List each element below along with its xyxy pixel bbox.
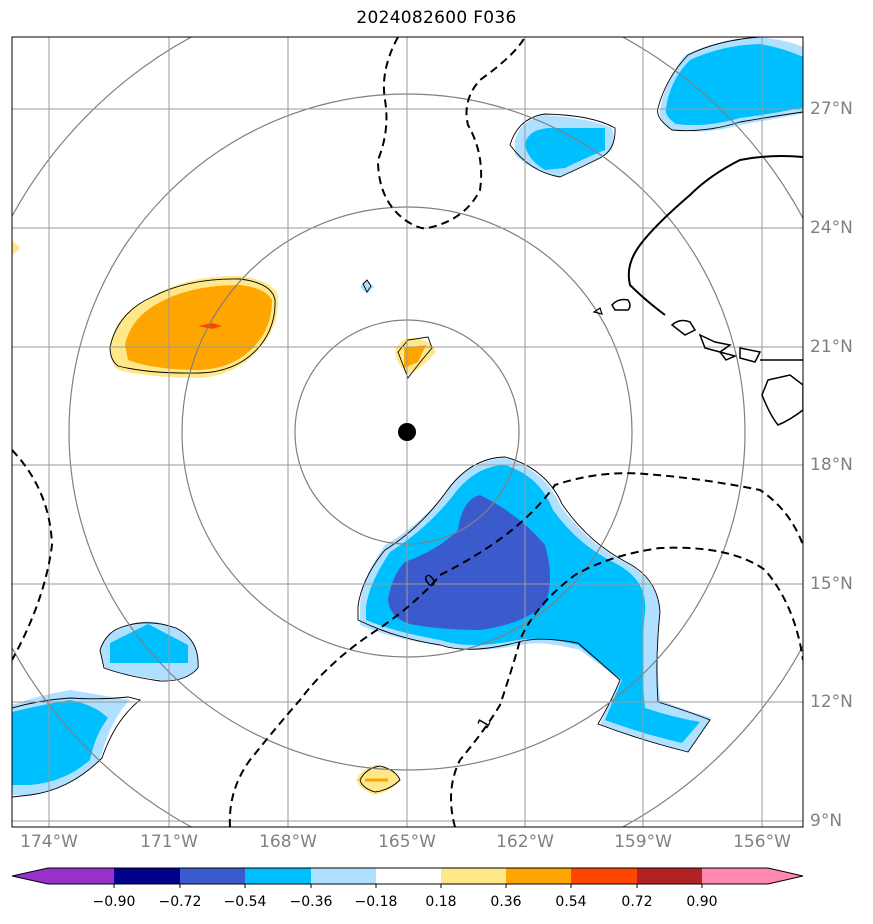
negative-shading-large: [360, 458, 712, 752]
colorbar-min-extend: [12, 868, 48, 884]
colorbar-max-extend: [768, 868, 803, 884]
positive-shading-edge: [12, 240, 20, 256]
lon-label-165w: 165°W: [378, 832, 436, 852]
lat-label-21n: 21°N: [810, 337, 853, 357]
colorbar-tick: −0.90: [92, 894, 136, 910]
lon-label-159w: 159°W: [614, 832, 672, 852]
graticule: [12, 37, 803, 827]
storm-center-dot: [398, 423, 416, 441]
negative-shading-upper-middle: [515, 115, 614, 177]
coastline: [592, 155, 803, 426]
lat-label-12n: 12°N: [810, 692, 853, 712]
lon-label-171w: 171°W: [140, 832, 198, 852]
lat-label-24n: 24°N: [810, 218, 853, 238]
lon-label-162w: 162°W: [496, 832, 554, 852]
lat-label-18n: 18°N: [810, 455, 853, 475]
range-rings: [12, 37, 803, 827]
colorbar-tick: 0.72: [621, 894, 653, 910]
colorbar-tick: 0.18: [425, 894, 457, 910]
negative-shading-bottom-left: [12, 690, 130, 795]
colorbar-tick: 0.36: [490, 894, 522, 910]
plot-frame: [11, 36, 804, 828]
colorbar: [11, 867, 804, 888]
colorbar-tick: −0.36: [289, 894, 333, 910]
lon-label-174w: 174°W: [20, 832, 78, 852]
lat-label-27n: 27°N: [810, 99, 853, 119]
colorbar-tick: −0.54: [223, 894, 267, 910]
dashed-contours: [12, 37, 803, 827]
colorbar-tick: 0.54: [555, 894, 587, 910]
colorbar-tick: 0.90: [686, 894, 718, 910]
lat-label-9n: 9°N: [810, 811, 843, 831]
positive-shading-left: [109, 275, 279, 378]
positive-shading-center: [395, 338, 436, 375]
lat-label-15n: 15°N: [810, 574, 853, 594]
colorbar-tick: −0.18: [354, 894, 398, 910]
lon-label-168w: 168°W: [259, 832, 317, 852]
colorbar-tick: −0.72: [158, 894, 202, 910]
lon-label-156w: 156°W: [733, 832, 791, 852]
map-title: 2024082600 F036: [356, 8, 517, 28]
negative-shading-top-right: [659, 37, 803, 132]
